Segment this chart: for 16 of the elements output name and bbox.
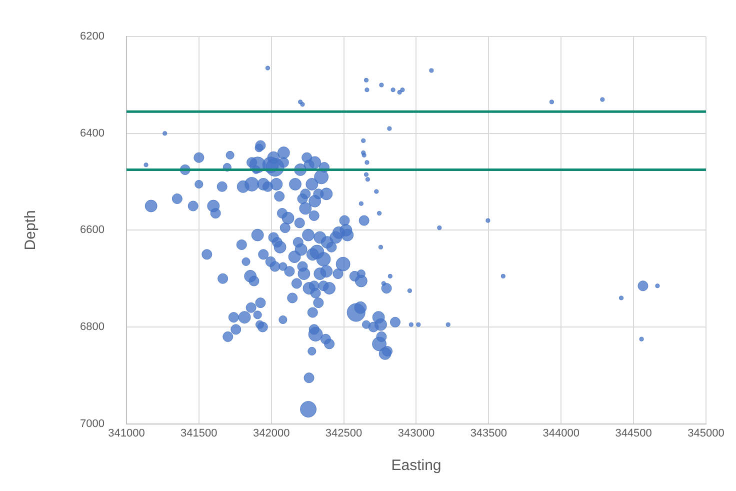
x-tick-label: 345000 (688, 427, 724, 440)
x-tick-label: 344500 (615, 427, 652, 440)
x-tick-label: 344000 (542, 427, 580, 440)
y-tick-label: 6200 (80, 30, 104, 43)
x-tick-label: 341500 (180, 427, 218, 440)
y-tick-label: 6400 (80, 127, 104, 140)
x-tick-label: 343000 (398, 427, 435, 440)
y-tick-label: 7000 (80, 418, 104, 430)
x-tick-label: 341000 (108, 427, 145, 440)
x-tick-label: 343500 (470, 427, 508, 440)
x-tick-label: 342000 (252, 427, 290, 440)
x-tick-label: 342500 (325, 427, 362, 440)
y-tick-label: 6800 (80, 321, 104, 334)
y-axis-title: Depth (22, 210, 40, 250)
x-axis-title: Easting (391, 457, 442, 474)
y-tick-label: 6600 (80, 224, 104, 236)
